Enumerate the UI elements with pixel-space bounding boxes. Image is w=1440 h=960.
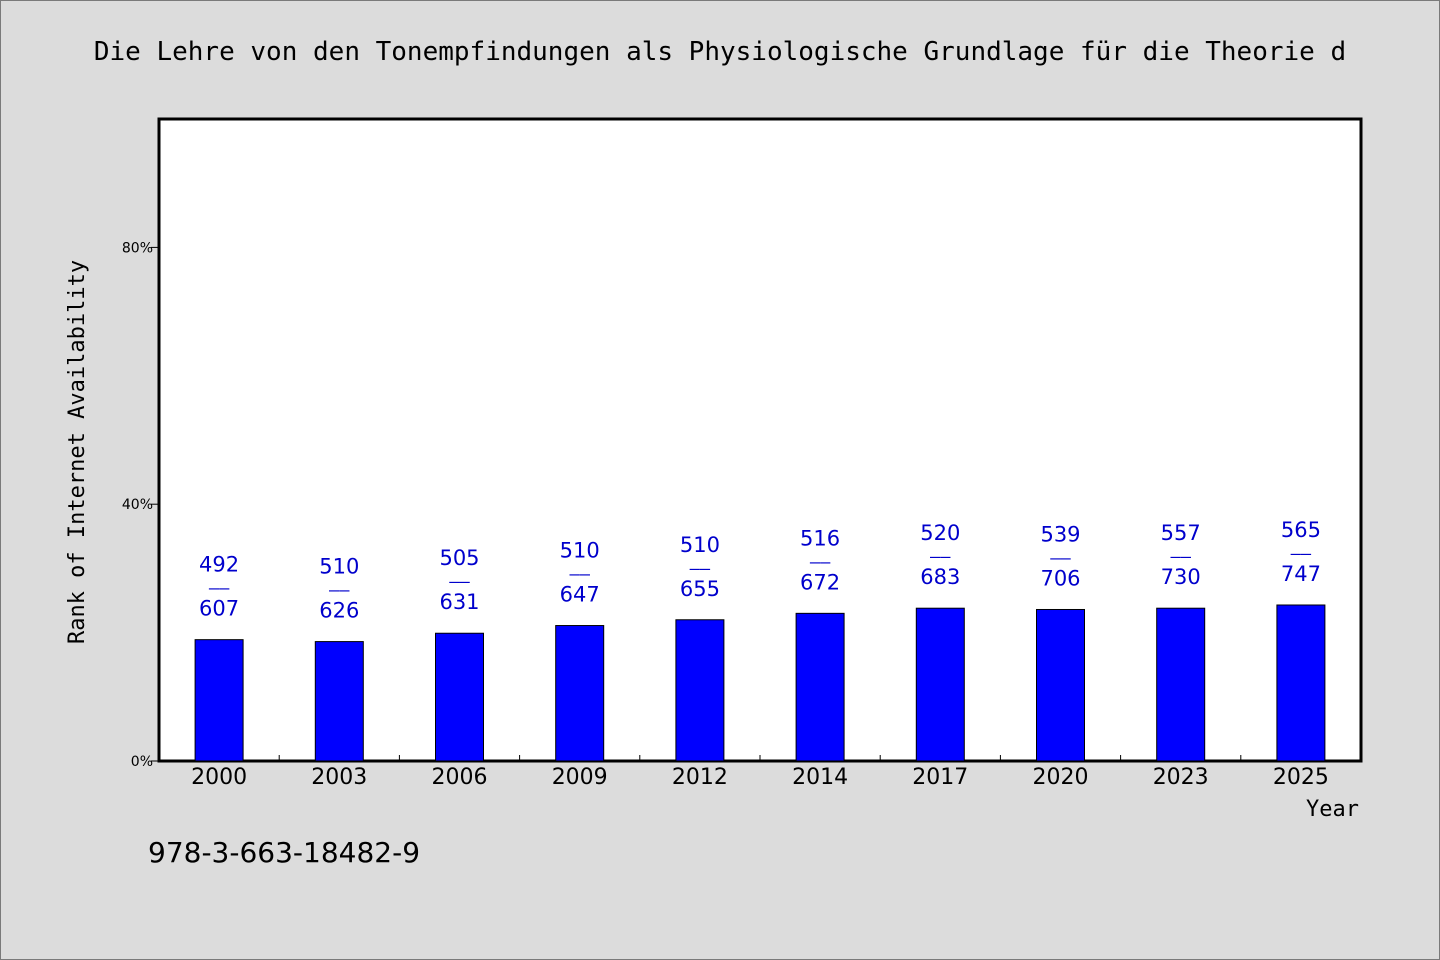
- data-label-separator: ——: [1170, 547, 1191, 567]
- y-axis-label: Rank of Internet Availability: [65, 260, 90, 644]
- bar: [435, 632, 484, 762]
- x-tick-label: 2014: [792, 765, 848, 790]
- data-label-top: 557: [1161, 521, 1201, 545]
- bar: [194, 639, 244, 762]
- data-label-separator: ——: [810, 552, 831, 572]
- bars: [194, 604, 1326, 762]
- data-label-top: 516: [800, 526, 840, 550]
- x-tick-label: 2025: [1273, 765, 1329, 790]
- bar: [1276, 604, 1326, 762]
- data-label-top: 510: [680, 533, 720, 557]
- data-label-top: 510: [319, 555, 359, 579]
- data-label-top: 492: [199, 553, 239, 577]
- data-label-bottom: 683: [920, 565, 960, 589]
- x-axis-label: Year: [1306, 797, 1359, 822]
- data-label-bottom: 607: [199, 597, 239, 621]
- data-label-separator: ——: [329, 581, 350, 601]
- data-labels: 492——607510——626505——631510——647510——655…: [199, 518, 1321, 623]
- data-label-separator: ——: [930, 547, 951, 567]
- data-label-top: 505: [439, 546, 479, 570]
- data-label-separator: ——: [569, 565, 590, 585]
- data-label-bottom: 730: [1161, 565, 1201, 589]
- data-label-separator: ——: [1291, 544, 1312, 564]
- data-label-top: 510: [560, 539, 600, 563]
- bar: [1036, 608, 1085, 762]
- y-tick-label: 40%: [122, 497, 153, 513]
- x-tick-label: 2023: [1153, 765, 1209, 790]
- data-label-bottom: 747: [1281, 562, 1321, 586]
- x-tick-label: 2020: [1033, 765, 1089, 790]
- bar: [915, 607, 965, 762]
- x-tick-label: 2000: [191, 765, 247, 790]
- data-label-top: 520: [920, 521, 960, 545]
- data-label-bottom: 672: [800, 570, 840, 594]
- y-axis-ticks: 0% 40% 80%: [122, 240, 159, 770]
- bar: [675, 619, 725, 762]
- data-label-bottom: 647: [560, 583, 600, 607]
- data-label-top: 539: [1040, 522, 1080, 546]
- bar: [795, 612, 845, 762]
- x-tick-label: 2017: [912, 765, 968, 790]
- y-tick-label: 0%: [131, 754, 153, 770]
- data-label-bottom: 626: [319, 599, 359, 623]
- data-label-separator: ——: [1050, 548, 1071, 568]
- x-axis-ticks: 2000 2003 2006 2009 2012 2014 2017 2020 2023 2025: [191, 755, 1329, 790]
- chart-title: Die Lehre von den Tonempfindungen als Ph…: [94, 37, 1346, 67]
- data-label-bottom: 655: [680, 577, 720, 601]
- y-tick-label: 80%: [122, 240, 153, 256]
- data-label-separator: ——: [209, 579, 230, 599]
- data-label-bottom: 631: [439, 590, 479, 614]
- isbn-label: 978-3-663-18482-9: [148, 836, 420, 869]
- data-label-top: 565: [1281, 518, 1321, 542]
- data-label-bottom: 706: [1040, 566, 1080, 590]
- x-tick-label: 2003: [311, 765, 367, 790]
- bar: [555, 625, 605, 762]
- bar: [314, 641, 364, 762]
- bar: [1156, 607, 1206, 762]
- x-tick-label: 2012: [672, 765, 728, 790]
- data-label-separator: ——: [449, 572, 470, 592]
- x-tick-label: 2006: [432, 765, 488, 790]
- data-label-separator: ——: [690, 559, 711, 579]
- x-tick-label: 2009: [552, 765, 608, 790]
